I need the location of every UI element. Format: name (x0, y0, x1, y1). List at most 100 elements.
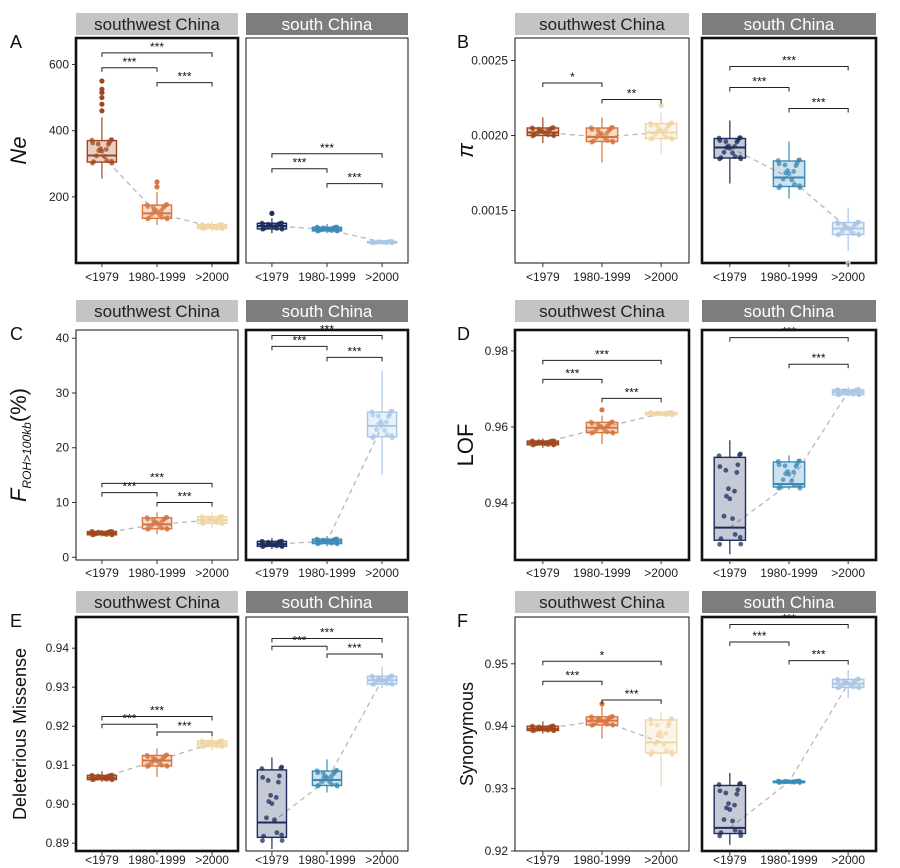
y-tick-label: 600 (49, 57, 69, 71)
x-tick-label: >2000 (365, 853, 399, 867)
data-point (375, 413, 381, 419)
box->2000 (831, 670, 865, 699)
data-point (273, 795, 279, 800)
data-point (158, 208, 164, 213)
box-<1979 (256, 757, 288, 850)
significance-bracket (729, 623, 849, 629)
data-point (370, 412, 376, 418)
facet-strip (76, 13, 238, 35)
significance-bracket (271, 168, 328, 173)
significance-label: *** (150, 40, 164, 54)
data-point (723, 139, 729, 144)
panel-letter: C (10, 324, 23, 344)
significance-bracket (542, 378, 603, 384)
x-tick-label: 1980-1999 (573, 566, 631, 580)
outlier-point (658, 102, 664, 109)
data-point (789, 177, 795, 183)
data-point (789, 478, 795, 483)
x-tick-label: 1980-1999 (573, 853, 631, 867)
significance-bracket (729, 641, 790, 646)
data-point (663, 127, 669, 133)
iqr-box (585, 127, 619, 143)
data-point (724, 805, 729, 811)
data-point (780, 477, 786, 483)
facet-south: south China <1979 1980-1999 >2000 *** *** (700, 300, 878, 580)
significance-label: *** (752, 629, 766, 643)
data-point (384, 419, 389, 425)
box-1980-1999 (585, 407, 619, 445)
significance-label: *** (348, 344, 362, 358)
x-tick-label: <1979 (526, 270, 560, 284)
significance-bracket (271, 334, 383, 340)
data-point (791, 169, 797, 174)
median-trend-line (542, 413, 662, 444)
significance-bracket (156, 502, 213, 507)
significance-label: *** (292, 156, 306, 170)
x-tick-label: 1980-1999 (298, 853, 356, 867)
data-point (265, 778, 271, 783)
x-tick-label: <1979 (85, 566, 119, 580)
box-<1979 (86, 771, 118, 783)
box-<1979 (713, 120, 747, 184)
facet-strip (515, 300, 689, 322)
significance-label: *** (565, 668, 579, 682)
significance-bracket (326, 653, 383, 659)
box->2000 (644, 409, 678, 418)
y-axis-label: Synonymous (457, 682, 477, 786)
data-point (732, 827, 738, 833)
data-point (730, 818, 735, 824)
significance-bracket (729, 87, 790, 92)
x-tick-label: 1980-1999 (298, 566, 356, 580)
box-<1979 (86, 78, 118, 179)
median-trend-line (542, 719, 662, 744)
x-tick-label: >2000 (195, 853, 229, 867)
data-point (654, 123, 660, 129)
box->2000 (196, 735, 228, 751)
significance-label: *** (178, 719, 192, 733)
significance-bracket (788, 660, 849, 665)
significance-bracket (729, 337, 849, 342)
x-tick-label: <1979 (85, 853, 119, 867)
data-point (595, 127, 601, 133)
significance-bracket (542, 82, 603, 87)
x-tick-label: 1980-1999 (298, 270, 356, 284)
significance-bracket (101, 52, 213, 57)
box-1980-1999 (772, 778, 806, 785)
significance-bracket (729, 66, 849, 71)
significance-bracket (156, 731, 213, 737)
facet-strip (702, 591, 876, 613)
x-tick-label: <1979 (255, 853, 289, 867)
iqr-box (772, 461, 806, 488)
significance-label: *** (292, 333, 306, 347)
significance-bracket (601, 397, 662, 403)
x-tick-label: 1980-1999 (573, 270, 631, 284)
iqr-box (256, 769, 288, 839)
data-point (726, 486, 731, 492)
box-1980-1999 (311, 223, 343, 234)
data-point (791, 469, 797, 475)
x-tick-label: >2000 (195, 566, 229, 580)
box->2000 (196, 512, 228, 528)
panel-C: C FROH>100kb(%) 0 10 20 30 40 southwest China <1… (6, 300, 410, 580)
significance-bracket (156, 82, 213, 87)
y-tick-label: 200 (49, 190, 69, 204)
significance-label: *** (122, 55, 136, 69)
x-tick-label: >2000 (831, 853, 865, 867)
data-point (735, 462, 741, 468)
y-tick-label: 400 (49, 124, 69, 138)
data-point (664, 748, 669, 754)
outlier-point (99, 86, 105, 92)
y-tick-label: 0.0020 (471, 129, 508, 143)
iqr-box (772, 160, 806, 188)
outlier-point (99, 108, 105, 114)
panel-letter: D (457, 324, 470, 344)
x-tick-label: 1980-1999 (128, 566, 186, 580)
y-tick-label: 0.0015 (471, 204, 508, 218)
y-tick-label: 40 (56, 331, 70, 345)
data-point (738, 451, 743, 457)
y-tick-label: 0.94 (485, 719, 509, 733)
significance-label: *** (178, 490, 192, 504)
y-tick-label: 0.90 (46, 797, 70, 811)
x-tick-label: 1980-1999 (128, 270, 186, 284)
data-point (732, 802, 737, 808)
